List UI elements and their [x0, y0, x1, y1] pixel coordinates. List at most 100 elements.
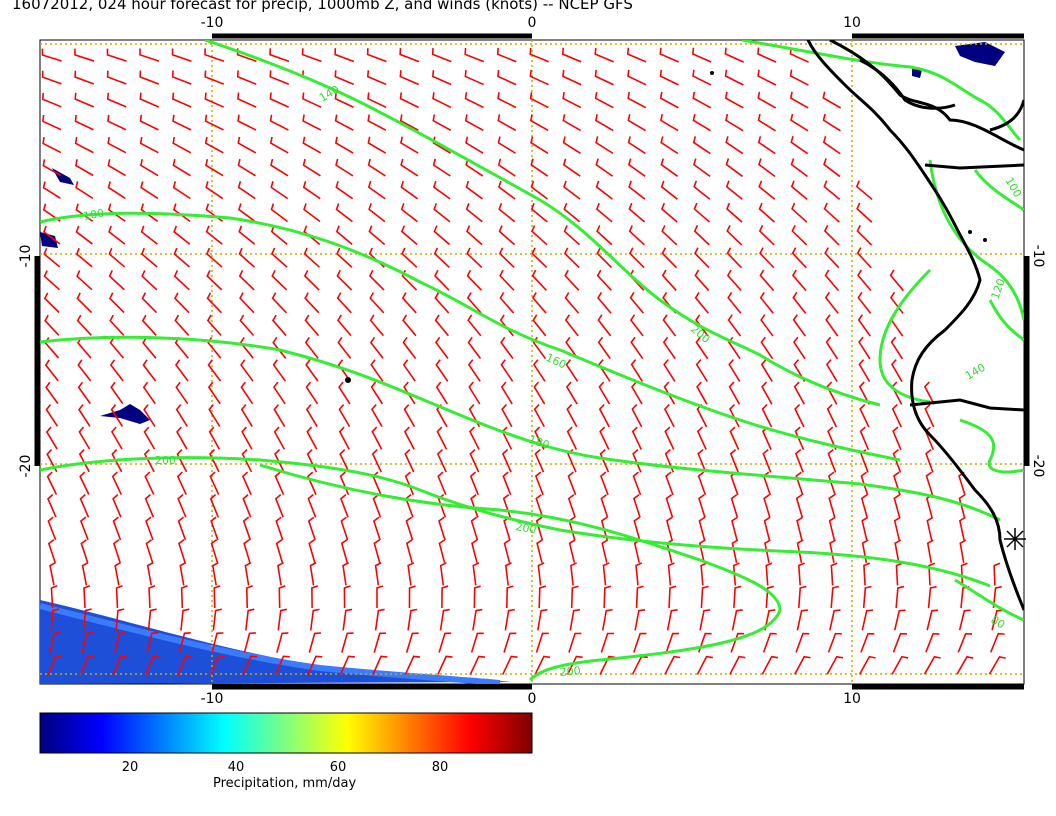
wind-barb [600, 471, 609, 496]
wind-barb [633, 516, 641, 541]
wind-barb [139, 136, 159, 154]
wind-barb [757, 113, 776, 132]
wind-barb [82, 608, 92, 631]
wind-barb [399, 114, 419, 131]
wind-barb [400, 225, 418, 246]
wind-barb [107, 159, 127, 177]
wind-barb [210, 539, 219, 563]
wind-barb [792, 314, 807, 337]
wind-barb [109, 314, 125, 336]
wind-barb [210, 516, 219, 541]
wind-barb [274, 449, 285, 473]
wind-barb [46, 471, 58, 495]
wind-barb [661, 247, 678, 269]
wind-barb [107, 203, 126, 222]
wind-barb [111, 471, 123, 495]
contour-label: 100 [82, 207, 105, 223]
wind-barb [856, 247, 872, 269]
wind-barb [338, 381, 351, 405]
wind-barb [48, 631, 61, 653]
wind-barb [627, 158, 646, 177]
wind-barb [692, 136, 711, 155]
wind-barb [470, 494, 479, 518]
wind-barb [207, 381, 221, 405]
wind-barb [405, 632, 419, 653]
wind-barb [441, 585, 449, 609]
wind-barb [106, 48, 127, 62]
wind-barb [336, 269, 353, 291]
wind-barb [372, 494, 382, 518]
wind-barb [238, 270, 255, 291]
wind-barb [334, 136, 354, 154]
wind-barb [271, 269, 288, 291]
wind-barb [270, 225, 288, 245]
wind-barb [793, 336, 806, 360]
wind-barb [237, 136, 257, 154]
wind-barb [372, 516, 381, 541]
wind-barb [667, 562, 675, 586]
wind-barb [177, 516, 187, 541]
wind-barb [367, 136, 387, 154]
wind-barb [434, 292, 450, 314]
wind-barb [594, 114, 614, 132]
wind-barb [372, 655, 388, 675]
wind-barb [660, 114, 679, 132]
lon-tick-bottom: -10 [201, 691, 224, 707]
wind-barb [337, 336, 352, 359]
island-dot [345, 377, 351, 383]
wind-barb [75, 181, 94, 200]
wind-barb [43, 292, 60, 314]
wind-barb [175, 381, 189, 405]
wind-barb [209, 494, 219, 518]
wind-barb [830, 562, 838, 586]
wind-barb [402, 314, 417, 337]
precip-patch-west [100, 404, 150, 424]
wind-barb [732, 562, 740, 586]
wind-barb [204, 92, 224, 108]
wind-barb [791, 202, 808, 223]
wind-barb [439, 608, 450, 631]
wind-barb [401, 247, 418, 268]
wind-barb [565, 336, 579, 360]
contour-200-b [259, 463, 782, 682]
islands [345, 71, 987, 383]
wind-barb [177, 494, 187, 518]
wind-barb [79, 516, 89, 541]
wind-barb [791, 247, 807, 269]
wind-barb [437, 655, 453, 675]
precip-patch-nw2 [52, 168, 74, 185]
wind-barb [764, 609, 776, 631]
wind-barb [437, 471, 447, 496]
wind-barb [74, 48, 95, 62]
wind-barb [144, 494, 155, 518]
wind-barb [400, 203, 418, 223]
wind-barb [241, 471, 252, 495]
wind-barb [859, 426, 870, 451]
wind-barb [758, 180, 776, 200]
wind-barb [596, 225, 613, 246]
wind-barb [795, 494, 804, 518]
wind-barb [145, 539, 154, 563]
wind-barb [465, 180, 484, 200]
wind-barb [860, 632, 875, 653]
wind-barb [79, 471, 90, 495]
wind-barb [335, 158, 354, 177]
wind-barb [659, 69, 679, 86]
wind-barb [207, 359, 222, 382]
wind-barb [762, 449, 772, 473]
wind-barb [725, 113, 744, 132]
wind-barb [925, 449, 934, 473]
wind-barb [42, 203, 61, 222]
wind-barb [863, 562, 871, 586]
contour-label: 200 [559, 664, 581, 679]
wind-barb [830, 585, 840, 609]
wind-barb [730, 494, 739, 518]
wind-barb [857, 291, 872, 314]
wind-barb [535, 632, 549, 653]
wind-barb [631, 381, 643, 405]
wind-barb [860, 449, 869, 473]
wind-barb [926, 609, 939, 631]
lon-tick-bottom: 0 [528, 691, 537, 707]
wind-barb [432, 158, 451, 177]
wind-barb [469, 655, 486, 675]
